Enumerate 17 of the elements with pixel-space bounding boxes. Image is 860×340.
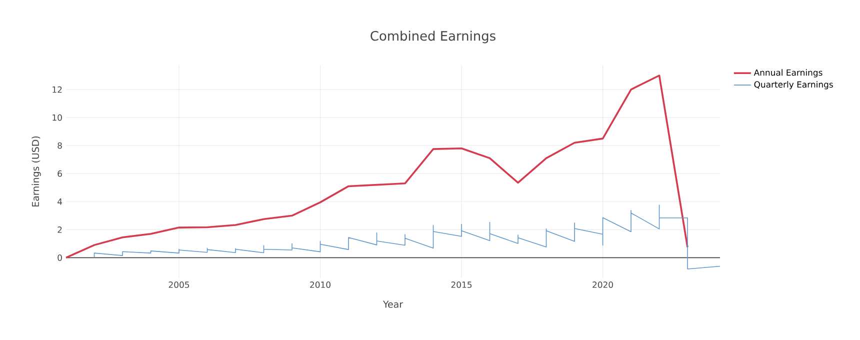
y-tick-label: 4 [58, 198, 62, 205]
line-series [94, 204, 720, 270]
y-tick-label: 0 [58, 254, 62, 261]
x-tick-label: 2020 [592, 282, 613, 288]
legend-label: Quarterly Earnings [754, 81, 833, 90]
chart-title: Combined Earnings [370, 30, 496, 44]
y-tick-label: 6 [58, 170, 62, 177]
y-tick-label: 12 [52, 86, 62, 93]
y-tick-label: 2 [58, 226, 62, 233]
x-tick-label: 2015 [451, 282, 472, 288]
x-tick-label: 2005 [168, 282, 190, 288]
legend-label: Annual Earnings [754, 69, 822, 78]
x-tick-label: 2010 [310, 282, 330, 288]
y-tick-label: 8 [58, 142, 62, 149]
y-tick-label: 10 [52, 114, 62, 121]
x-axis-title: Year [382, 300, 404, 308]
y-axis-title: Earnings (USD) [32, 136, 41, 206]
